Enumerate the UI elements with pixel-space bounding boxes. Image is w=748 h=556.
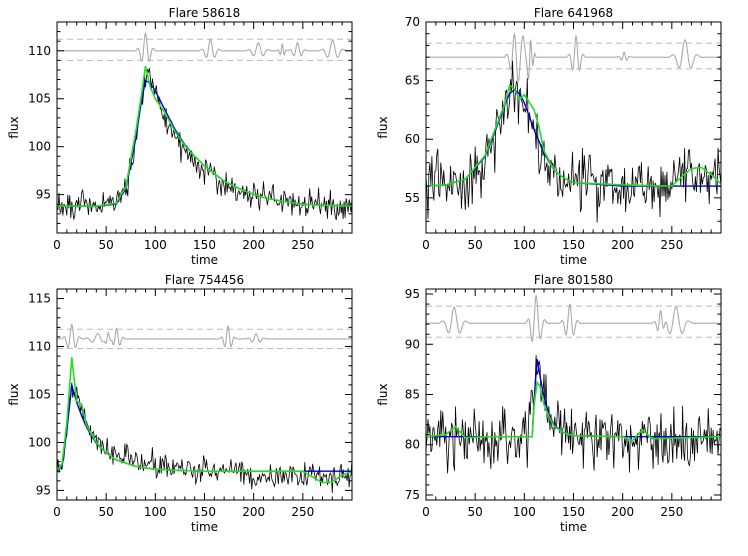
x-tick-label: 100 xyxy=(513,505,536,519)
series-fit xyxy=(57,357,352,484)
series-data xyxy=(57,382,352,494)
x-tick-label: 50 xyxy=(99,238,114,252)
series-model xyxy=(426,89,721,187)
x-tick-label: 150 xyxy=(562,505,585,519)
series-model xyxy=(57,79,352,207)
y-tick-label: 95 xyxy=(405,287,420,301)
y-axis-label: flux xyxy=(376,383,390,405)
x-tick-label: 100 xyxy=(513,238,536,252)
residual-trace xyxy=(426,32,721,83)
y-tick-label: 100 xyxy=(28,435,51,449)
y-axis-label: flux xyxy=(7,383,21,405)
y-tick-label: 70 xyxy=(405,15,420,29)
plot-area xyxy=(426,32,721,223)
x-tick-label: 50 xyxy=(99,505,114,519)
y-tick-label: 95 xyxy=(36,483,51,497)
plot-frame xyxy=(56,288,353,501)
y-tick-label: 55 xyxy=(405,191,420,205)
y-tick-label: 60 xyxy=(405,132,420,146)
plot-frame xyxy=(425,21,722,234)
residual-trace xyxy=(57,31,352,62)
x-tick-label: 250 xyxy=(660,505,683,519)
y-tick-label: 65 xyxy=(405,74,420,88)
x-axis-label: time xyxy=(560,253,587,267)
x-tick-label: 0 xyxy=(53,505,61,519)
residual-trace xyxy=(57,323,352,349)
y-tick-label: 105 xyxy=(28,388,51,402)
y-tick-label: 85 xyxy=(405,388,420,402)
x-tick-label: 0 xyxy=(422,505,430,519)
y-tick-label: 115 xyxy=(28,292,51,306)
series-fit xyxy=(57,65,352,207)
y-tick-label: 110 xyxy=(28,340,51,354)
x-tick-label: 150 xyxy=(193,238,216,252)
y-tick-label: 105 xyxy=(28,92,51,106)
x-tick-label: 150 xyxy=(562,238,585,252)
panel-4: 0 50 100 150 200 250 75 80 85 90 95 Flare 801580 tim… xyxy=(376,273,722,534)
plot-area xyxy=(57,323,352,494)
x-tick-label: 150 xyxy=(193,505,216,519)
x-tick-label: 200 xyxy=(242,238,265,252)
series-data xyxy=(57,67,352,221)
panel-1: 0 50 100 150 200 250 95 100 105 110 Flare 58618 tim… xyxy=(7,6,353,267)
series-data xyxy=(426,60,721,223)
series-fit xyxy=(426,83,721,187)
residual-trace xyxy=(426,293,721,343)
plot-area xyxy=(426,293,721,474)
chart-title: Flare 801580 xyxy=(534,273,613,287)
x-tick-label: 0 xyxy=(422,238,430,252)
chart-title: Flare 641968 xyxy=(534,6,613,20)
x-tick-label: 100 xyxy=(144,238,167,252)
x-axis-label: time xyxy=(191,520,218,534)
plot-area xyxy=(57,31,352,221)
series-model xyxy=(426,359,721,438)
series-fit xyxy=(426,380,721,442)
x-tick-label: 250 xyxy=(660,238,683,252)
x-axis-label: time xyxy=(560,520,587,534)
x-tick-label: 200 xyxy=(242,505,265,519)
plot-frame xyxy=(425,288,722,501)
x-axis-label: time xyxy=(191,253,218,267)
y-tick-label: 100 xyxy=(28,140,51,154)
x-tick-label: 250 xyxy=(291,238,314,252)
chart-title: Flare 754456 xyxy=(165,273,244,287)
x-tick-label: 0 xyxy=(53,238,61,252)
y-axis-label: flux xyxy=(376,116,390,138)
y-tick-label: 75 xyxy=(405,488,420,502)
y-tick-label: 80 xyxy=(405,438,420,452)
x-tick-label: 100 xyxy=(144,505,167,519)
x-tick-label: 250 xyxy=(291,505,314,519)
x-tick-label: 200 xyxy=(611,238,634,252)
y-axis-label: flux xyxy=(7,116,21,138)
x-tick-label: 200 xyxy=(611,505,634,519)
x-tick-label: 50 xyxy=(468,238,483,252)
y-tick-label: 110 xyxy=(28,44,51,58)
panel-3: 0 50 100 150 200 250 95 100 105 110 115 Flare 75445… xyxy=(7,273,353,534)
x-tick-label: 50 xyxy=(468,505,483,519)
y-tick-label: 90 xyxy=(405,337,420,351)
chart-title: Flare 58618 xyxy=(169,6,241,20)
series-data xyxy=(426,355,721,474)
y-tick-label: 95 xyxy=(36,188,51,202)
panel-2: 0 50 100 150 200 250 55 60 65 70 Flare 641968 time f… xyxy=(376,6,722,267)
